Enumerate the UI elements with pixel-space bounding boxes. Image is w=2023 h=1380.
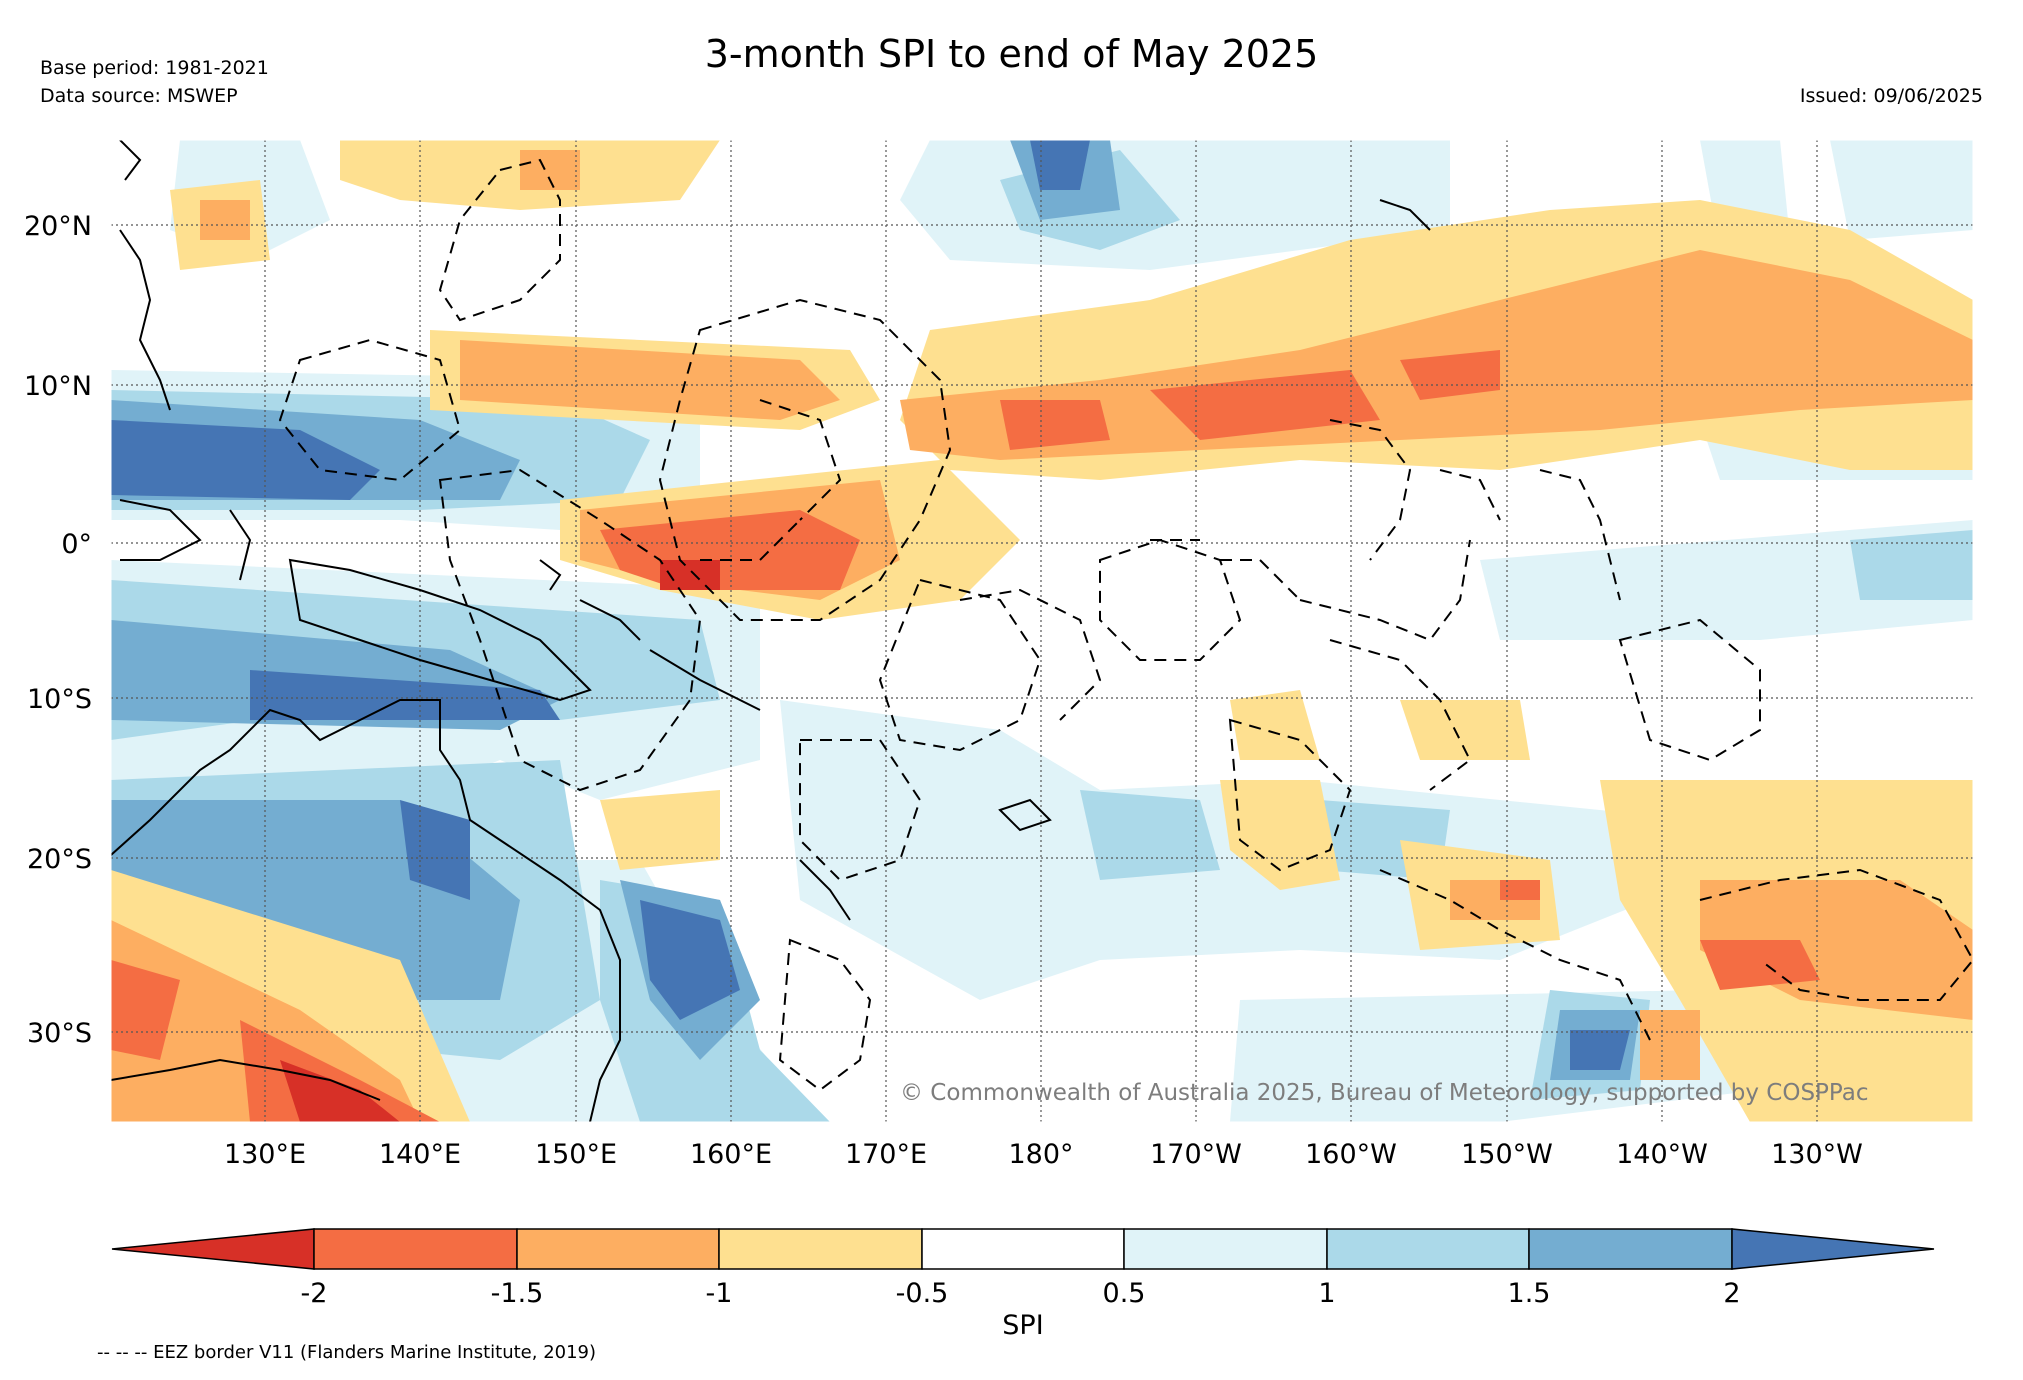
eez-footnote: -- -- -- EEZ border V11 (Flanders Marine… xyxy=(97,1342,597,1363)
colorbar-label: SPI xyxy=(1002,1310,1043,1341)
colorbar-extend-high xyxy=(1731,1228,1935,1270)
colorbar-tick: -0.5 xyxy=(896,1278,949,1309)
colorbar-segment xyxy=(718,1228,923,1270)
colorbar-tick: -2 xyxy=(301,1278,328,1309)
colorbar-segment xyxy=(1528,1228,1733,1270)
lat-label-20n: 20°N xyxy=(24,211,92,242)
graticule xyxy=(111,140,1973,1122)
lon-label-130e: 130°E xyxy=(224,1139,306,1170)
lat-label-30s: 30°S xyxy=(27,1018,92,1049)
longitude-axis: 130°E 140°E 150°E 160°E 170°E 180° 170°W… xyxy=(224,1139,1863,1170)
copyright-notice: © Commonwealth of Australia 2025, Bureau… xyxy=(900,1080,1869,1106)
colorbar-tick: 2 xyxy=(1723,1278,1740,1309)
coastlines xyxy=(111,140,1431,1122)
lon-label-160e: 160°E xyxy=(690,1139,772,1170)
colorbar-segment xyxy=(1326,1228,1530,1270)
spi-dry-1.5-2 xyxy=(111,350,1820,1122)
lat-label-0: 0° xyxy=(61,529,92,560)
data-source-text: Data source: MSWEP xyxy=(40,85,238,107)
colorbar-segment xyxy=(313,1228,518,1270)
colorbar-tick: -1.5 xyxy=(491,1278,544,1309)
base-period-text: Base period: 1981-2021 xyxy=(40,57,269,79)
spi-field xyxy=(111,140,1973,1122)
lon-label-170e: 170°E xyxy=(845,1139,927,1170)
lon-label-180: 180° xyxy=(1008,1139,1073,1170)
colorbar-tick: 1 xyxy=(1318,1278,1335,1309)
colorbar-segment xyxy=(1123,1228,1328,1270)
spi-wet-gt-2 xyxy=(111,140,1630,1070)
colorbar-tick: 0.5 xyxy=(1103,1278,1146,1309)
lon-label-150w: 150°W xyxy=(1461,1139,1553,1170)
issued-date-text: Issued: 09/06/2025 xyxy=(1799,85,1983,107)
lon-label-160w: 160°W xyxy=(1305,1139,1397,1170)
lon-label-150e: 150°E xyxy=(535,1139,617,1170)
lon-label-140e: 140°E xyxy=(379,1139,461,1170)
page-title: 3-month SPI to end of May 2025 xyxy=(704,32,1319,76)
colorbar-segment xyxy=(921,1228,1125,1270)
colorbar-extend-low xyxy=(111,1228,315,1270)
colorbar-segment xyxy=(516,1228,720,1270)
map-frame xyxy=(110,139,1974,1123)
lon-label-130w: 130°W xyxy=(1771,1139,1863,1170)
latitude-axis: 20°N 10°N 0° 10°S 20°S 30°S xyxy=(24,211,92,1049)
colorbar: -2 -1.5 -1 -0.5 0.5 1 1.5 2 SPI xyxy=(111,1228,1935,1341)
lon-label-170w: 170°W xyxy=(1150,1139,1242,1170)
lat-label-20s: 20°S xyxy=(27,844,92,875)
colorbar-tick: 1.5 xyxy=(1508,1278,1551,1309)
lat-label-10s: 10°S xyxy=(27,684,92,715)
lon-label-140w: 140°W xyxy=(1616,1139,1708,1170)
eez-borders xyxy=(278,158,1973,1092)
colorbar-tick: -1 xyxy=(706,1278,733,1309)
lat-label-10n: 10°N xyxy=(24,371,92,402)
